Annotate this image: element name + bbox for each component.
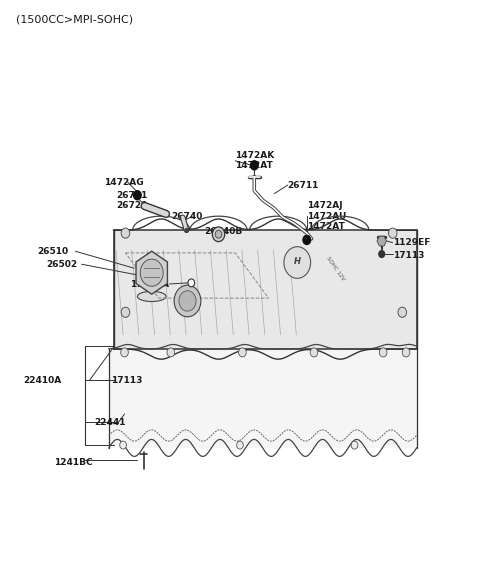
Circle shape (310, 348, 318, 357)
Text: 26740B: 26740B (204, 227, 242, 236)
Circle shape (212, 227, 225, 241)
Circle shape (179, 291, 196, 311)
Circle shape (284, 247, 311, 278)
Text: 22441: 22441 (95, 418, 126, 427)
Circle shape (188, 279, 195, 287)
Text: 22410A: 22410A (23, 375, 61, 385)
Text: (1500CC>MPI-SOHC): (1500CC>MPI-SOHC) (16, 14, 133, 24)
Circle shape (351, 441, 358, 449)
Circle shape (140, 259, 163, 286)
Text: 26711: 26711 (288, 181, 319, 190)
Circle shape (174, 285, 201, 317)
Polygon shape (114, 230, 417, 349)
Circle shape (120, 441, 126, 449)
Text: 1735AA: 1735AA (130, 280, 169, 289)
Text: H: H (294, 257, 301, 266)
Circle shape (215, 230, 222, 238)
Circle shape (167, 348, 175, 357)
Circle shape (133, 191, 141, 200)
Text: 1129EF: 1129EF (393, 238, 430, 247)
Circle shape (185, 228, 188, 232)
Text: 26740: 26740 (171, 212, 202, 221)
Circle shape (379, 250, 384, 257)
Circle shape (237, 441, 243, 449)
Text: 26510: 26510 (37, 247, 68, 256)
Circle shape (402, 348, 410, 357)
Circle shape (398, 307, 407, 318)
Text: SOHC 12V: SOHC 12V (325, 256, 346, 282)
Polygon shape (109, 349, 417, 448)
Circle shape (251, 161, 258, 170)
Circle shape (121, 307, 130, 318)
Circle shape (303, 235, 311, 244)
Ellipse shape (137, 291, 166, 302)
Text: 26502: 26502 (47, 260, 78, 269)
Text: 17113: 17113 (393, 250, 424, 260)
Text: 1241BC: 1241BC (54, 458, 93, 466)
Circle shape (120, 348, 128, 357)
Circle shape (239, 348, 246, 357)
Circle shape (379, 348, 387, 357)
Text: 17113: 17113 (111, 375, 143, 385)
Text: 1472AK
1472AT: 1472AK 1472AT (235, 151, 275, 170)
Text: 1472AG: 1472AG (104, 178, 144, 187)
Text: 1472AJ
1472AU
1472AT: 1472AJ 1472AU 1472AT (307, 201, 346, 231)
Circle shape (388, 228, 397, 238)
Text: 26721
26720: 26721 26720 (116, 191, 147, 210)
Circle shape (121, 228, 130, 238)
